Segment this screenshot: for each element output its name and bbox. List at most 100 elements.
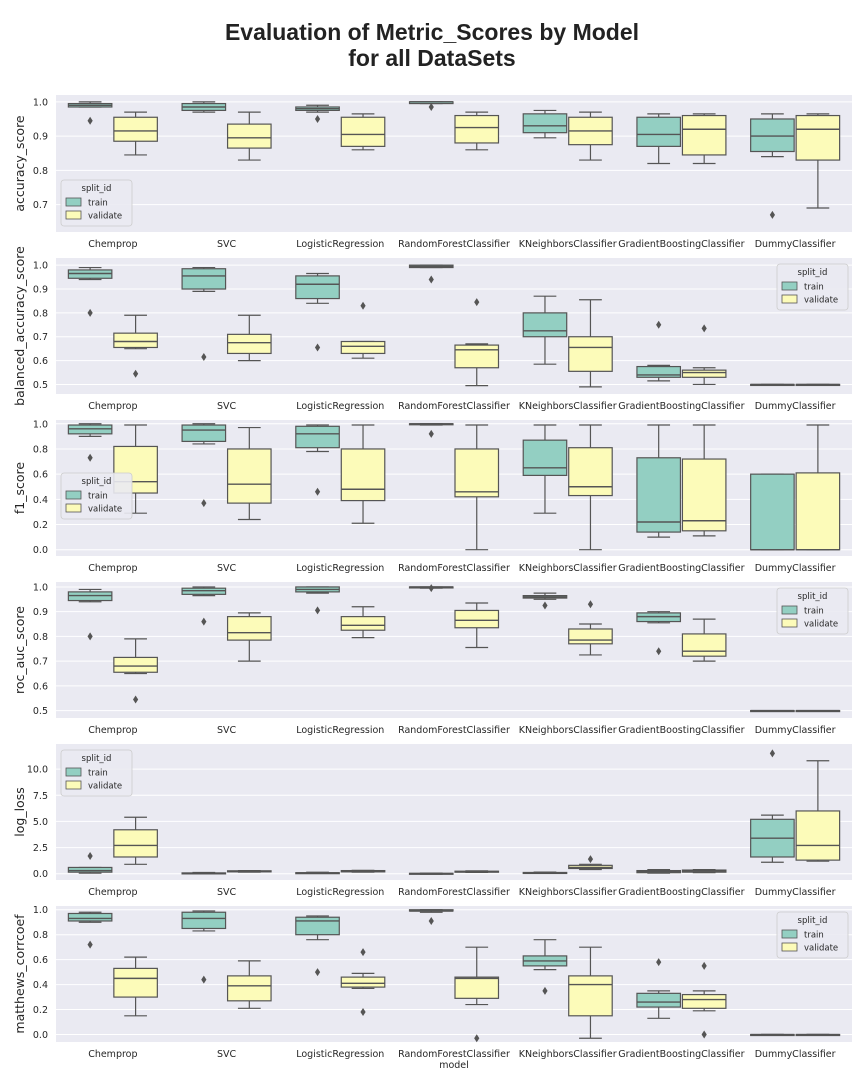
y-tick-label: 0.8	[33, 308, 48, 319]
y-tick-label: 0.8	[33, 930, 48, 941]
box-train	[295, 424, 340, 496]
y-tick-label: 0.8	[33, 632, 48, 643]
outlier-point	[656, 320, 662, 329]
box-train	[636, 320, 682, 382]
box-iqr	[340, 340, 386, 355]
plot-area	[56, 744, 852, 880]
box-validate	[113, 816, 158, 865]
y-tick-label: 0.8	[33, 166, 48, 177]
box-train	[67, 911, 113, 949]
y-tick-label: 0.7	[33, 332, 48, 343]
box-iqr	[113, 116, 158, 142]
outlier-point	[701, 1030, 707, 1039]
x-tick-label: DummyClassifier	[755, 725, 836, 736]
y-tick-label: 0.6	[33, 955, 48, 966]
legend-swatch-train	[65, 767, 82, 777]
box-validate	[795, 383, 841, 387]
x-tick-label: LogisticRegression	[296, 1049, 384, 1060]
outlier-point	[428, 275, 434, 284]
outlier-point	[474, 298, 480, 307]
box-iqr	[636, 116, 682, 147]
box-validate	[568, 111, 613, 161]
box-train	[181, 871, 227, 875]
box-train	[408, 584, 454, 593]
box-iqr	[681, 369, 727, 378]
box-validate	[454, 424, 500, 551]
box-iqr	[454, 448, 500, 498]
x-tick-label: KNeighborsClassifier	[519, 725, 617, 736]
subplot-balanced_accuracy_score: 0.5 0.6 0.7 0.8 0.9 1.0 balanced_accuracy_scor…	[12, 246, 852, 412]
legend-swatch-train	[781, 929, 798, 939]
x-tick-label: GradientBoostingClassifier	[618, 725, 744, 736]
subplot-roc_auc_score: 0.5 0.6 0.7 0.8 0.9 1.0 roc_auc_score Chemprop S…	[12, 582, 852, 736]
box-validate	[226, 426, 272, 521]
x-tick-label: LogisticRegression	[296, 239, 384, 250]
figure-title-line1: Evaluation of Metric_Scores by Model	[225, 19, 639, 45]
subplot-matthews_corrcoef: 0.0 0.2 0.4 0.6 0.8 1.0 matthews_corrcoef Chemp…	[12, 905, 852, 1071]
box-train	[295, 586, 340, 615]
legend-swatch-train	[781, 605, 798, 615]
outlier-point	[542, 986, 548, 995]
box-iqr	[340, 976, 386, 988]
outlier-point	[314, 606, 321, 615]
box-train	[750, 113, 795, 219]
box-train	[636, 113, 682, 165]
y-tick-label: 5.0	[33, 817, 48, 828]
y-tick-label: 0.5	[33, 706, 48, 717]
box-train	[750, 1033, 795, 1037]
legend-title: split_id	[82, 477, 112, 487]
legend-label-validate: validate	[88, 212, 122, 222]
box-train	[408, 872, 454, 875]
box-validate	[568, 424, 613, 551]
legend-title: split_id	[798, 916, 828, 926]
x-tick-label: LogisticRegression	[296, 563, 384, 574]
outlier-point	[314, 487, 321, 496]
box-iqr	[522, 439, 568, 477]
y-tick-label: 0.8	[33, 444, 48, 455]
box-validate	[113, 956, 158, 1017]
y-tick-label: 0.9	[33, 132, 48, 143]
outlier-point	[201, 975, 207, 984]
legend-swatch-train	[65, 197, 82, 207]
x-tick-label: LogisticRegression	[296, 887, 384, 898]
x-tick-label: KNeighborsClassifier	[519, 1049, 617, 1060]
subplot-grid: 0.7 0.8 0.9 1.0 accuracy_score Chemprop SVC Log…	[12, 95, 852, 1071]
box-train	[522, 424, 568, 514]
box-validate	[113, 638, 158, 704]
box-iqr	[681, 633, 727, 657]
box-validate	[568, 946, 613, 1039]
box-train	[522, 295, 568, 365]
box-validate	[454, 870, 500, 873]
y-tick-label: 0.6	[33, 356, 48, 367]
x-tick-label: GradientBoostingClassifier	[618, 563, 744, 574]
outlier-point	[133, 695, 139, 704]
figure-title-line2: for all DataSets	[348, 45, 515, 71]
box-iqr	[454, 114, 500, 144]
outlier-point	[587, 855, 594, 864]
box-iqr	[226, 448, 272, 504]
plot-area	[56, 420, 852, 556]
box-iqr	[340, 116, 386, 147]
box-validate	[340, 869, 386, 873]
x-tick-label: GradientBoostingClassifier	[618, 887, 744, 898]
outlier-point	[587, 600, 594, 609]
box-train	[295, 272, 340, 352]
box-iqr	[750, 118, 795, 153]
x-tick-label: SVC	[217, 1049, 237, 1060]
y-tick-label: 0.0	[33, 545, 48, 556]
outlier-point	[656, 958, 662, 967]
y-axis-label: accuracy_score	[12, 115, 27, 212]
box-validate	[795, 424, 841, 551]
box-iqr	[568, 336, 613, 372]
legend-swatch-validate	[781, 942, 798, 952]
box-iqr	[568, 447, 613, 497]
outlier-point	[701, 324, 707, 333]
box-train	[636, 958, 682, 1019]
y-axis-label: matthews_corrcoef	[12, 914, 27, 1034]
box-validate	[340, 948, 386, 1017]
y-tick-label: 0.5	[33, 380, 48, 391]
outlier-point	[701, 961, 707, 970]
